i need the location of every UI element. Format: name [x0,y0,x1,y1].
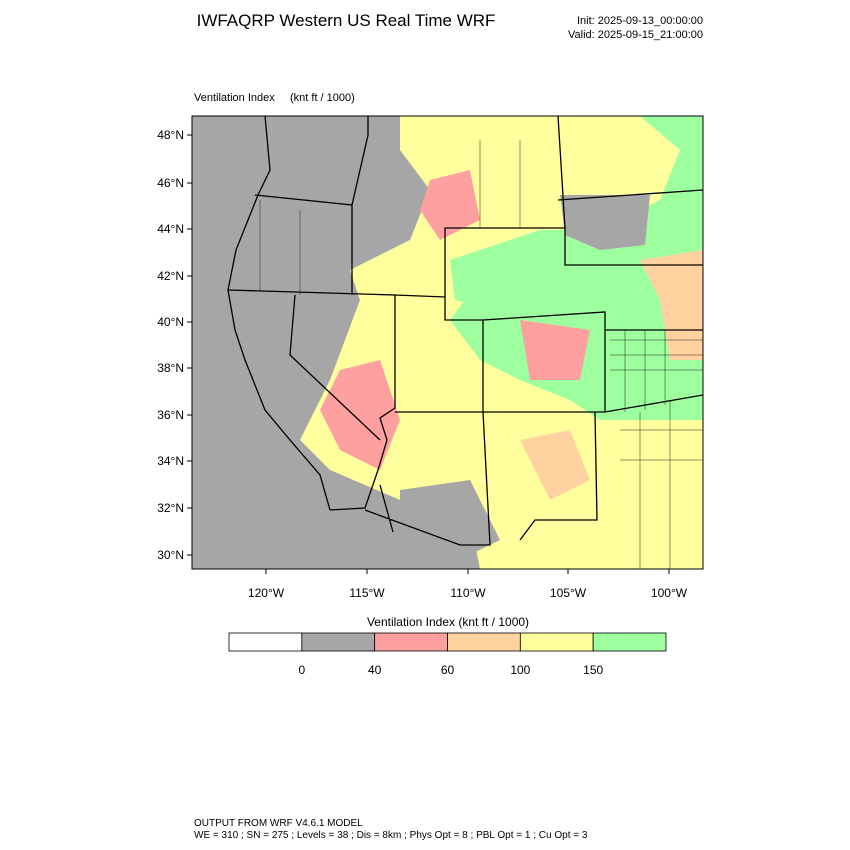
lon-label: 110°W [450,586,486,600]
lon-label: 115°W [349,586,385,600]
county-borders [259,140,703,569]
valid-time: Valid: 2025-09-15_21:00:00 [568,29,703,41]
field-pink [420,170,480,240]
lat-label: 34°N [157,454,184,468]
lat-label: 32°N [157,501,184,515]
colorbar-label: 40 [368,663,382,677]
colorbar-box [592,632,667,652]
field-pink [320,360,400,470]
init-time: Init: 2025-09-13_00:00:00 [577,15,703,27]
title: IWFAQRP Western US Real Time WRF [197,11,496,30]
colorbar-box [228,632,303,652]
map-frame [191,115,704,570]
coastline [227,116,331,511]
lon-label: 120°W [248,586,285,600]
lon-label: 105°W [550,586,587,600]
field-orange [640,250,703,360]
colorbar-box [447,632,521,652]
lat-label: 48°N [157,128,184,142]
colorbar-label: 0 [298,663,305,677]
lat-label: 38°N [157,361,184,375]
colorbar-box [519,632,594,652]
colorbar-label: 150 [583,663,603,677]
field-gray [560,195,650,250]
lon-label: 100°W [651,586,688,600]
footer-line: OUTPUT FROM WRF V4.6.1 MODEL [194,818,363,829]
map [191,115,704,570]
footer-line: WE = 310 ; SN = 275 ; Levels = 38 ; Dis … [194,830,588,841]
lat-label: 30°N [157,548,184,562]
lat-label: 44°N [157,222,184,236]
state-borders [227,116,703,546]
colorbar-box [374,632,448,652]
field-green [450,230,560,310]
lat-label: 42°N [157,269,184,283]
field-orange [520,430,590,500]
colorbar-title: Ventilation Index (knt ft / 1000) [367,615,529,629]
lat-label: 46°N [157,176,184,190]
axes: 48°N 46°N 44°N 42°N 40°N 38°N 36°N 34°N 32°N 30°N… [157,128,688,600]
field-pink [520,320,590,380]
field-green [450,116,703,420]
colorbar-label: 60 [441,663,455,677]
lat-label: 36°N [157,408,184,422]
colorbar-box [301,632,376,652]
lat-label: 40°N [157,315,184,329]
map-units: (knt ft / 1000) [290,92,355,104]
map-label: Ventilation Index [194,92,275,104]
field-gray [400,480,500,569]
colorbar-label: 100 [510,663,530,677]
colorbar: Ventilation Index (knt ft / 1000) 0 40 60 1… [228,615,667,677]
